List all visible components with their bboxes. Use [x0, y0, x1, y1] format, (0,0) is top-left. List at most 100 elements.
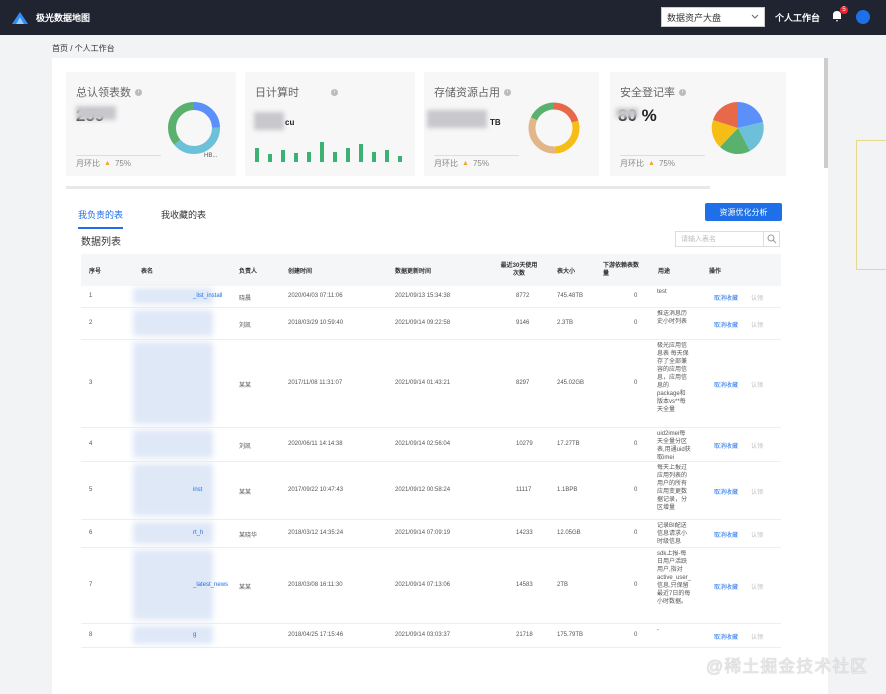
col-name: 表名	[141, 268, 154, 275]
info-icon[interactable]: i	[331, 88, 338, 96]
row-no: 2	[89, 320, 93, 326]
row-deps: 0	[634, 632, 638, 638]
unfavorite-button[interactable]: 取消收藏	[714, 444, 739, 450]
tab-favorite-tables[interactable]: 我收藏的表	[161, 210, 207, 220]
table-name-mask	[133, 310, 213, 336]
unfavorite-button[interactable]: 取消收藏	[714, 296, 739, 302]
row-updated: 2021/09/14 09:22:58	[395, 320, 451, 326]
asset-dashboard-select[interactable]: 数据资产大盘	[660, 7, 765, 27]
workspace-link[interactable]: 个人工作台	[774, 12, 820, 23]
value-mask	[427, 110, 487, 128]
bar-chart-compute	[255, 142, 402, 162]
row-size: 175.79TB	[557, 632, 584, 638]
card-title: 存储资源占用	[434, 87, 500, 99]
select-value: 数据资产大盘	[666, 12, 721, 23]
chevron-down-icon	[751, 14, 759, 19]
table-name-mask	[133, 430, 213, 458]
unfavorite-button[interactable]: 取消收藏	[714, 490, 739, 496]
table-tabs: 我负责的表 我收藏的表	[78, 208, 206, 229]
mom-value: 75%	[658, 159, 675, 168]
info-icon[interactable]: i	[679, 88, 686, 96]
claim-button[interactable]: 认领	[751, 533, 764, 539]
unfavorite-button[interactable]: 取消收藏	[714, 585, 739, 591]
col-owner: 负责人	[239, 268, 258, 275]
arrow-up-icon: ▲	[104, 160, 111, 167]
search-icon[interactable]	[763, 232, 779, 246]
unfavorite-button[interactable]: 取消收藏	[714, 533, 739, 539]
donut-chart-storage	[528, 102, 580, 154]
claim-button[interactable]: 认领	[751, 323, 764, 329]
pie-chart-security	[711, 101, 764, 155]
search-placeholder: 请输入表名	[681, 236, 716, 243]
table-name-link[interactable]: _latest_news	[193, 582, 229, 588]
unfavorite-button[interactable]: 取消收藏	[714, 383, 739, 389]
row-owner: 某某	[239, 490, 252, 496]
info-icon[interactable]: i	[504, 88, 511, 96]
claim-button[interactable]: 认领	[751, 635, 764, 641]
notification-button[interactable]: 5	[830, 6, 848, 25]
row-purpose: -	[657, 627, 659, 633]
table-row: 1 _list_install 晓晨 2020/04/03 07:11:06 2021/…	[81, 286, 781, 308]
claim-button[interactable]: 认领	[751, 383, 764, 389]
row-uses: 11117	[516, 487, 532, 493]
row-purpose: 每天上报过应用列表的用户的所有应用变更数据记录，分区增量	[657, 465, 688, 511]
row-owner: 刘凯	[239, 444, 252, 450]
mom-label: 月环比	[76, 159, 100, 168]
table-name-link[interactable]: g	[193, 632, 197, 638]
row-size: 2.3TB	[557, 320, 574, 326]
table-name-link[interactable]: rt_h	[193, 530, 204, 536]
row-purpose: 记录BI配送信息请求小时级信息	[657, 523, 688, 545]
row-owner: 刘凯	[239, 323, 252, 329]
section-divider	[66, 186, 710, 189]
row-size: 2TB	[557, 582, 569, 588]
unfavorite-button[interactable]: 取消收藏	[714, 323, 739, 329]
resource-optimize-button[interactable]: 资源优化分析	[705, 203, 782, 221]
claim-button[interactable]: 认领	[751, 444, 764, 450]
table-name-mask	[133, 288, 213, 304]
app-logo[interactable]: 极光数据地图	[10, 10, 90, 26]
unfavorite-button[interactable]: 取消收藏	[714, 635, 739, 641]
row-purpose: 极光应用信息表 每天保存了全部兼容的应用信息，应用信息的package和版本vs…	[657, 343, 689, 413]
col-no: 序号	[89, 268, 102, 275]
claim-button[interactable]: 认领	[751, 490, 764, 496]
claim-button[interactable]: 认领	[751, 585, 764, 591]
side-marker	[856, 140, 886, 270]
row-size: 745.48TB	[557, 293, 584, 299]
table-name-mask	[133, 522, 213, 544]
row-purpose: 推送消息历史小时列表	[657, 311, 688, 325]
table-name-link[interactable]: _list_install	[193, 293, 223, 299]
col-action: 操作	[709, 268, 722, 275]
row-updated: 2021/09/14 02:56:04	[395, 441, 451, 447]
col-size[interactable]: 表大小	[557, 268, 576, 275]
col-uses[interactable]: 最近30天使用次数	[500, 263, 538, 277]
card-divider	[620, 155, 705, 156]
scrollbar[interactable]	[824, 58, 828, 168]
row-uses: 8772	[516, 293, 530, 299]
value-mask	[254, 112, 284, 130]
right-gutter	[828, 35, 886, 694]
card-storage: 存储资源占用 i TB 月环比 ▲ 75%	[424, 72, 599, 176]
aurora-logo-icon	[12, 11, 28, 24]
card-unit: cu	[285, 118, 295, 127]
col-updated[interactable]: 数据更新时间	[395, 268, 432, 275]
user-avatar[interactable]	[856, 10, 870, 24]
value-mask	[616, 108, 638, 118]
col-deps[interactable]: 下游依赖表数量	[603, 263, 640, 277]
tab-my-tables[interactable]: 我负责的表	[78, 208, 124, 229]
row-size: 245.02GB	[557, 380, 585, 386]
row-uses: 10279	[516, 441, 533, 447]
row-no: 1	[89, 293, 93, 299]
col-created[interactable]: 创建时间	[288, 268, 313, 275]
table-row: 4 刘凯 2020/06/11 14:14:38 2021/09/14 02:56:0…	[81, 428, 781, 462]
table-name-link[interactable]: inst	[193, 487, 203, 493]
row-updated: 2021/09/13 15:34:38	[395, 293, 451, 299]
row-deps: 0	[634, 530, 638, 536]
claim-button[interactable]: 认领	[751, 296, 764, 302]
table-search-input[interactable]: 请输入表名	[675, 231, 780, 247]
info-icon[interactable]: i	[135, 88, 142, 96]
donut-legend: HB...	[204, 153, 218, 159]
row-deps: 0	[634, 441, 638, 447]
row-no: 7	[89, 582, 93, 588]
